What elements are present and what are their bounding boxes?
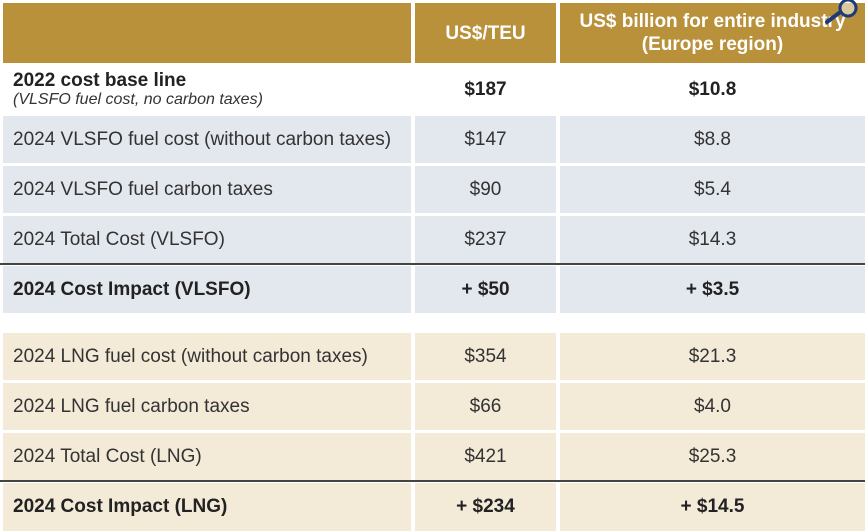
table-row: 2024 VLSFO fuel cost (without carbon tax… bbox=[0, 116, 865, 163]
row-industry: + $3.5 bbox=[560, 266, 865, 313]
row-label: 2024 Cost Impact (VLSFO) bbox=[3, 266, 411, 313]
table-row: 2024 Total Cost (VLSFO) $237 $14.3 bbox=[0, 216, 865, 263]
header-blank bbox=[3, 3, 411, 63]
row-teu: $90 bbox=[415, 166, 556, 213]
row-label: 2024 Total Cost (LNG) bbox=[3, 433, 411, 480]
table-row: 2024 VLSFO fuel carbon taxes $90 $5.4 bbox=[0, 166, 865, 213]
row-divider bbox=[0, 480, 865, 482]
row-label: 2024 Total Cost (VLSFO) bbox=[3, 216, 411, 263]
table-row: 2024 LNG fuel carbon taxes $66 $4.0 bbox=[0, 383, 865, 430]
header-industry-line2: (Europe region) bbox=[641, 34, 784, 55]
row-teu: + $234 bbox=[415, 483, 556, 531]
header-industry: US$ billion for entire industry (Europe … bbox=[560, 3, 865, 63]
table-header: US$/TEU US$ billion for entire industry … bbox=[0, 3, 865, 63]
row-label: 2024 VLSFO fuel cost (without carbon tax… bbox=[3, 116, 411, 163]
row-teu: $66 bbox=[415, 383, 556, 430]
row-label: 2024 Cost Impact (LNG) bbox=[3, 483, 411, 531]
row-teu: $421 bbox=[415, 433, 556, 480]
row-industry: $5.4 bbox=[560, 166, 865, 213]
header-industry-line1: US$ billion for entire industry bbox=[579, 11, 846, 32]
row-industry: $4.0 bbox=[560, 383, 865, 430]
table-row: 2024 Total Cost (LNG) $421 $25.3 bbox=[0, 433, 865, 480]
row-industry: $21.3 bbox=[560, 333, 865, 380]
row-label: 2024 LNG fuel carbon taxes bbox=[3, 383, 411, 430]
row-industry: $25.3 bbox=[560, 433, 865, 480]
row-teu: $354 bbox=[415, 333, 556, 380]
table-row: 2024 Cost Impact (LNG) + $234 + $14.5 bbox=[0, 483, 865, 531]
row-industry: + $14.5 bbox=[560, 483, 865, 531]
row-divider bbox=[0, 263, 865, 265]
row-label: 2024 LNG fuel cost (without carbon taxes… bbox=[3, 333, 411, 380]
table-row: 2024 LNG fuel cost (without carbon taxes… bbox=[0, 333, 865, 380]
magnifier-icon[interactable] bbox=[823, 0, 863, 26]
row-label: 2022 cost base line bbox=[13, 69, 187, 91]
header-teu: US$/TEU bbox=[415, 3, 556, 63]
row-label: 2024 VLSFO fuel carbon taxes bbox=[3, 166, 411, 213]
row-industry: $14.3 bbox=[560, 216, 865, 263]
table-row: 2024 Cost Impact (VLSFO) + $50 + $3.5 bbox=[0, 266, 865, 313]
table-row: 2022 cost base line (VLSFO fuel cost, no… bbox=[0, 66, 865, 113]
row-sublabel: (VLSFO fuel cost, no carbon taxes) bbox=[13, 90, 263, 108]
row-teu: $147 bbox=[415, 116, 556, 163]
row-teu: $187 bbox=[415, 66, 556, 113]
row-industry: $10.8 bbox=[560, 66, 865, 113]
row-industry: $8.8 bbox=[560, 116, 865, 163]
row-teu: + $50 bbox=[415, 266, 556, 313]
row-teu: $237 bbox=[415, 216, 556, 263]
